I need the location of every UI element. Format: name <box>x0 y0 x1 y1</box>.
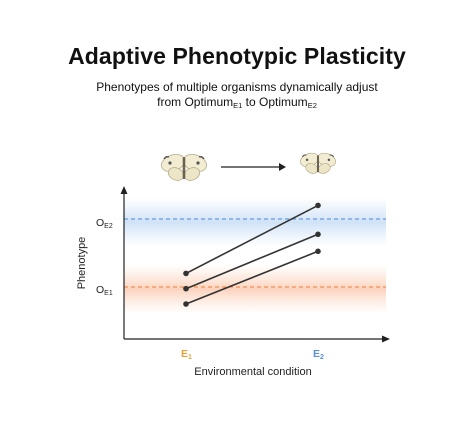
x-axis <box>124 335 390 343</box>
x-tick-label-e2: E2 <box>313 348 324 361</box>
data-point-1-2 <box>315 202 321 209</box>
data-point-1-1 <box>183 270 189 277</box>
y-axis-label: Phenotype <box>76 237 88 290</box>
subtitle-line-2: from OptimumE1 to OptimumE2 <box>157 95 317 110</box>
butterfly-icon <box>300 152 336 174</box>
optimum-band-e1 <box>124 264 386 314</box>
series-line-2 <box>185 233 319 290</box>
arrow-right-icon <box>221 163 286 171</box>
x-axis-label: Environmental condition <box>194 366 311 378</box>
subtitle-line-1: Phenotypes of multiple organisms dynamic… <box>96 80 378 94</box>
series-layer <box>183 202 321 307</box>
y-axis <box>120 186 128 339</box>
x-tick-label-e1: E1 <box>181 348 192 361</box>
data-point-2-1 <box>183 285 189 292</box>
optimum-band-e2 <box>124 197 386 247</box>
data-point-3-2 <box>315 248 321 255</box>
subtitle: Phenotypes of multiple organisms dynamic… <box>0 80 474 113</box>
page-title: Adaptive Phenotypic Plasticity <box>68 43 406 69</box>
series-line-1 <box>185 204 319 275</box>
data-point-2-2 <box>315 231 321 238</box>
butterfly-icon <box>160 154 208 181</box>
y-tick-label-oe1: OE1 <box>96 284 113 297</box>
y-tick-label-oe2: OE2 <box>96 217 113 230</box>
series-line-3 <box>185 250 319 305</box>
data-point-3-1 <box>183 301 189 307</box>
